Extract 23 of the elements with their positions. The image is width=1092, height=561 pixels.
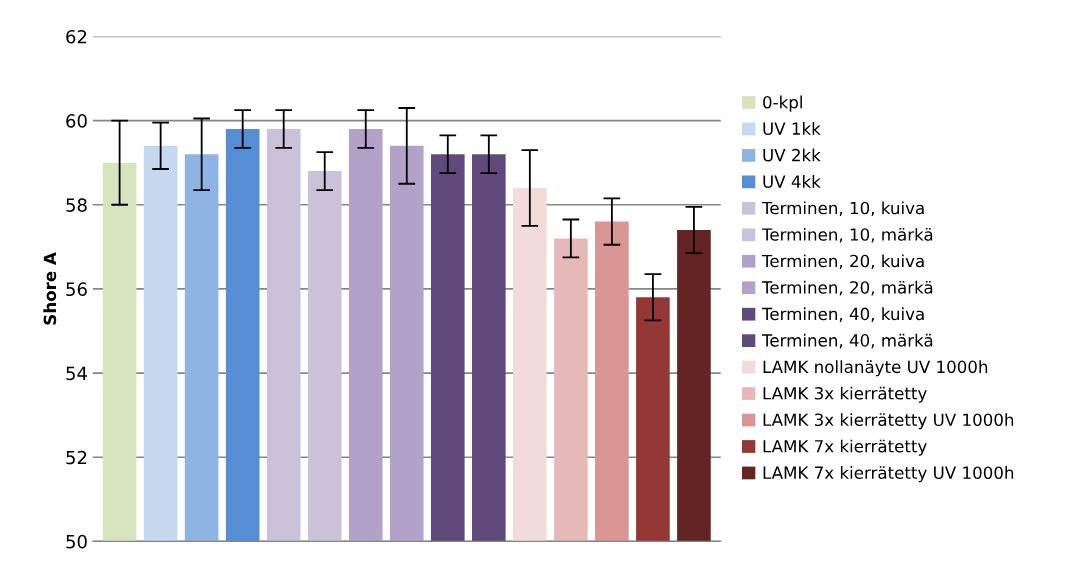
legend-label: Terminen, 10, märkä (761, 227, 933, 243)
legend-label: UV 2kk (763, 148, 821, 162)
legend-label: UV 1kk (763, 122, 821, 135)
y-axis-title: Shore A (43, 252, 57, 325)
y-tick-label: 50 (66, 534, 87, 549)
y-tick-label: 56 (66, 282, 87, 297)
legend-label: LAMK 3x kierrätetty (763, 386, 927, 403)
legend-label: 0-kpl (763, 95, 802, 112)
legend-label: LAMK 7x kierrätetty (763, 439, 927, 456)
legend-label: UV 4kk (763, 175, 821, 188)
legend-label: Terminen, 10, kuiva (761, 201, 924, 217)
y-tick-label: 54 (66, 366, 87, 381)
y-tick-label: 60 (66, 114, 87, 128)
legend-label: Terminen, 20, kuiva (761, 254, 924, 269)
legend-label: LAMK nollanäyte UV 1000h (763, 360, 988, 377)
y-tick-label: 52 (66, 450, 87, 465)
y-tick-label: 62 (66, 29, 87, 44)
legend-label: Terminen, 40, märkä (761, 333, 933, 349)
legend-label: LAMK 7x kierrätetty UV 1000h (763, 466, 1014, 483)
legend-label: Terminen, 40, kuiva (761, 307, 924, 322)
legend-label: Terminen, 20, märkä (761, 280, 933, 296)
y-tick-label: 58 (66, 198, 87, 212)
legend-label: LAMK 3x kierrätetty UV 1000h (763, 413, 1014, 430)
